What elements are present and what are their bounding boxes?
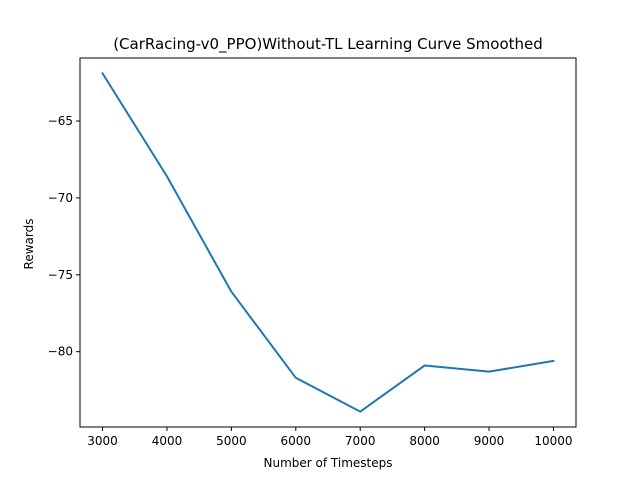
x-tick-label: 3000 [87,434,118,448]
data-point [552,360,554,362]
x-tick-label: 7000 [345,434,376,448]
x-tick-label: 6000 [281,434,312,448]
y-tick-label: −65 [48,114,73,128]
y-tick-label: −80 [48,345,73,359]
data-point [424,365,426,367]
data-point [230,291,232,293]
x-tick-label: 9000 [474,434,505,448]
x-axis-ticks: 3000 4000 5000 6000 7000 8000 9000 10000 [87,427,573,448]
series-line-0 [101,72,555,413]
y-axis-label: Rewards [22,219,36,270]
plot-area [79,57,577,428]
axes-frame [79,57,577,428]
x-tick-label: 10000 [534,434,572,448]
y-tick-label: −70 [48,191,73,205]
x-tick-label: 8000 [409,434,440,448]
data-point [359,411,361,413]
x-tick-label: 4000 [152,434,183,448]
x-axis-label: Number of Timesteps [264,456,393,470]
x-tick-label: 5000 [216,434,247,448]
data-point [102,72,104,74]
y-axis-ticks: −80 −75 −70 −65 [48,114,80,359]
data-point [488,371,490,373]
y-tick-label: −75 [48,268,73,282]
data-point [295,377,297,379]
data-point [166,175,168,177]
chart-title: (CarRacing-v0_PPO)Without-TL Learning Cu… [113,35,543,54]
